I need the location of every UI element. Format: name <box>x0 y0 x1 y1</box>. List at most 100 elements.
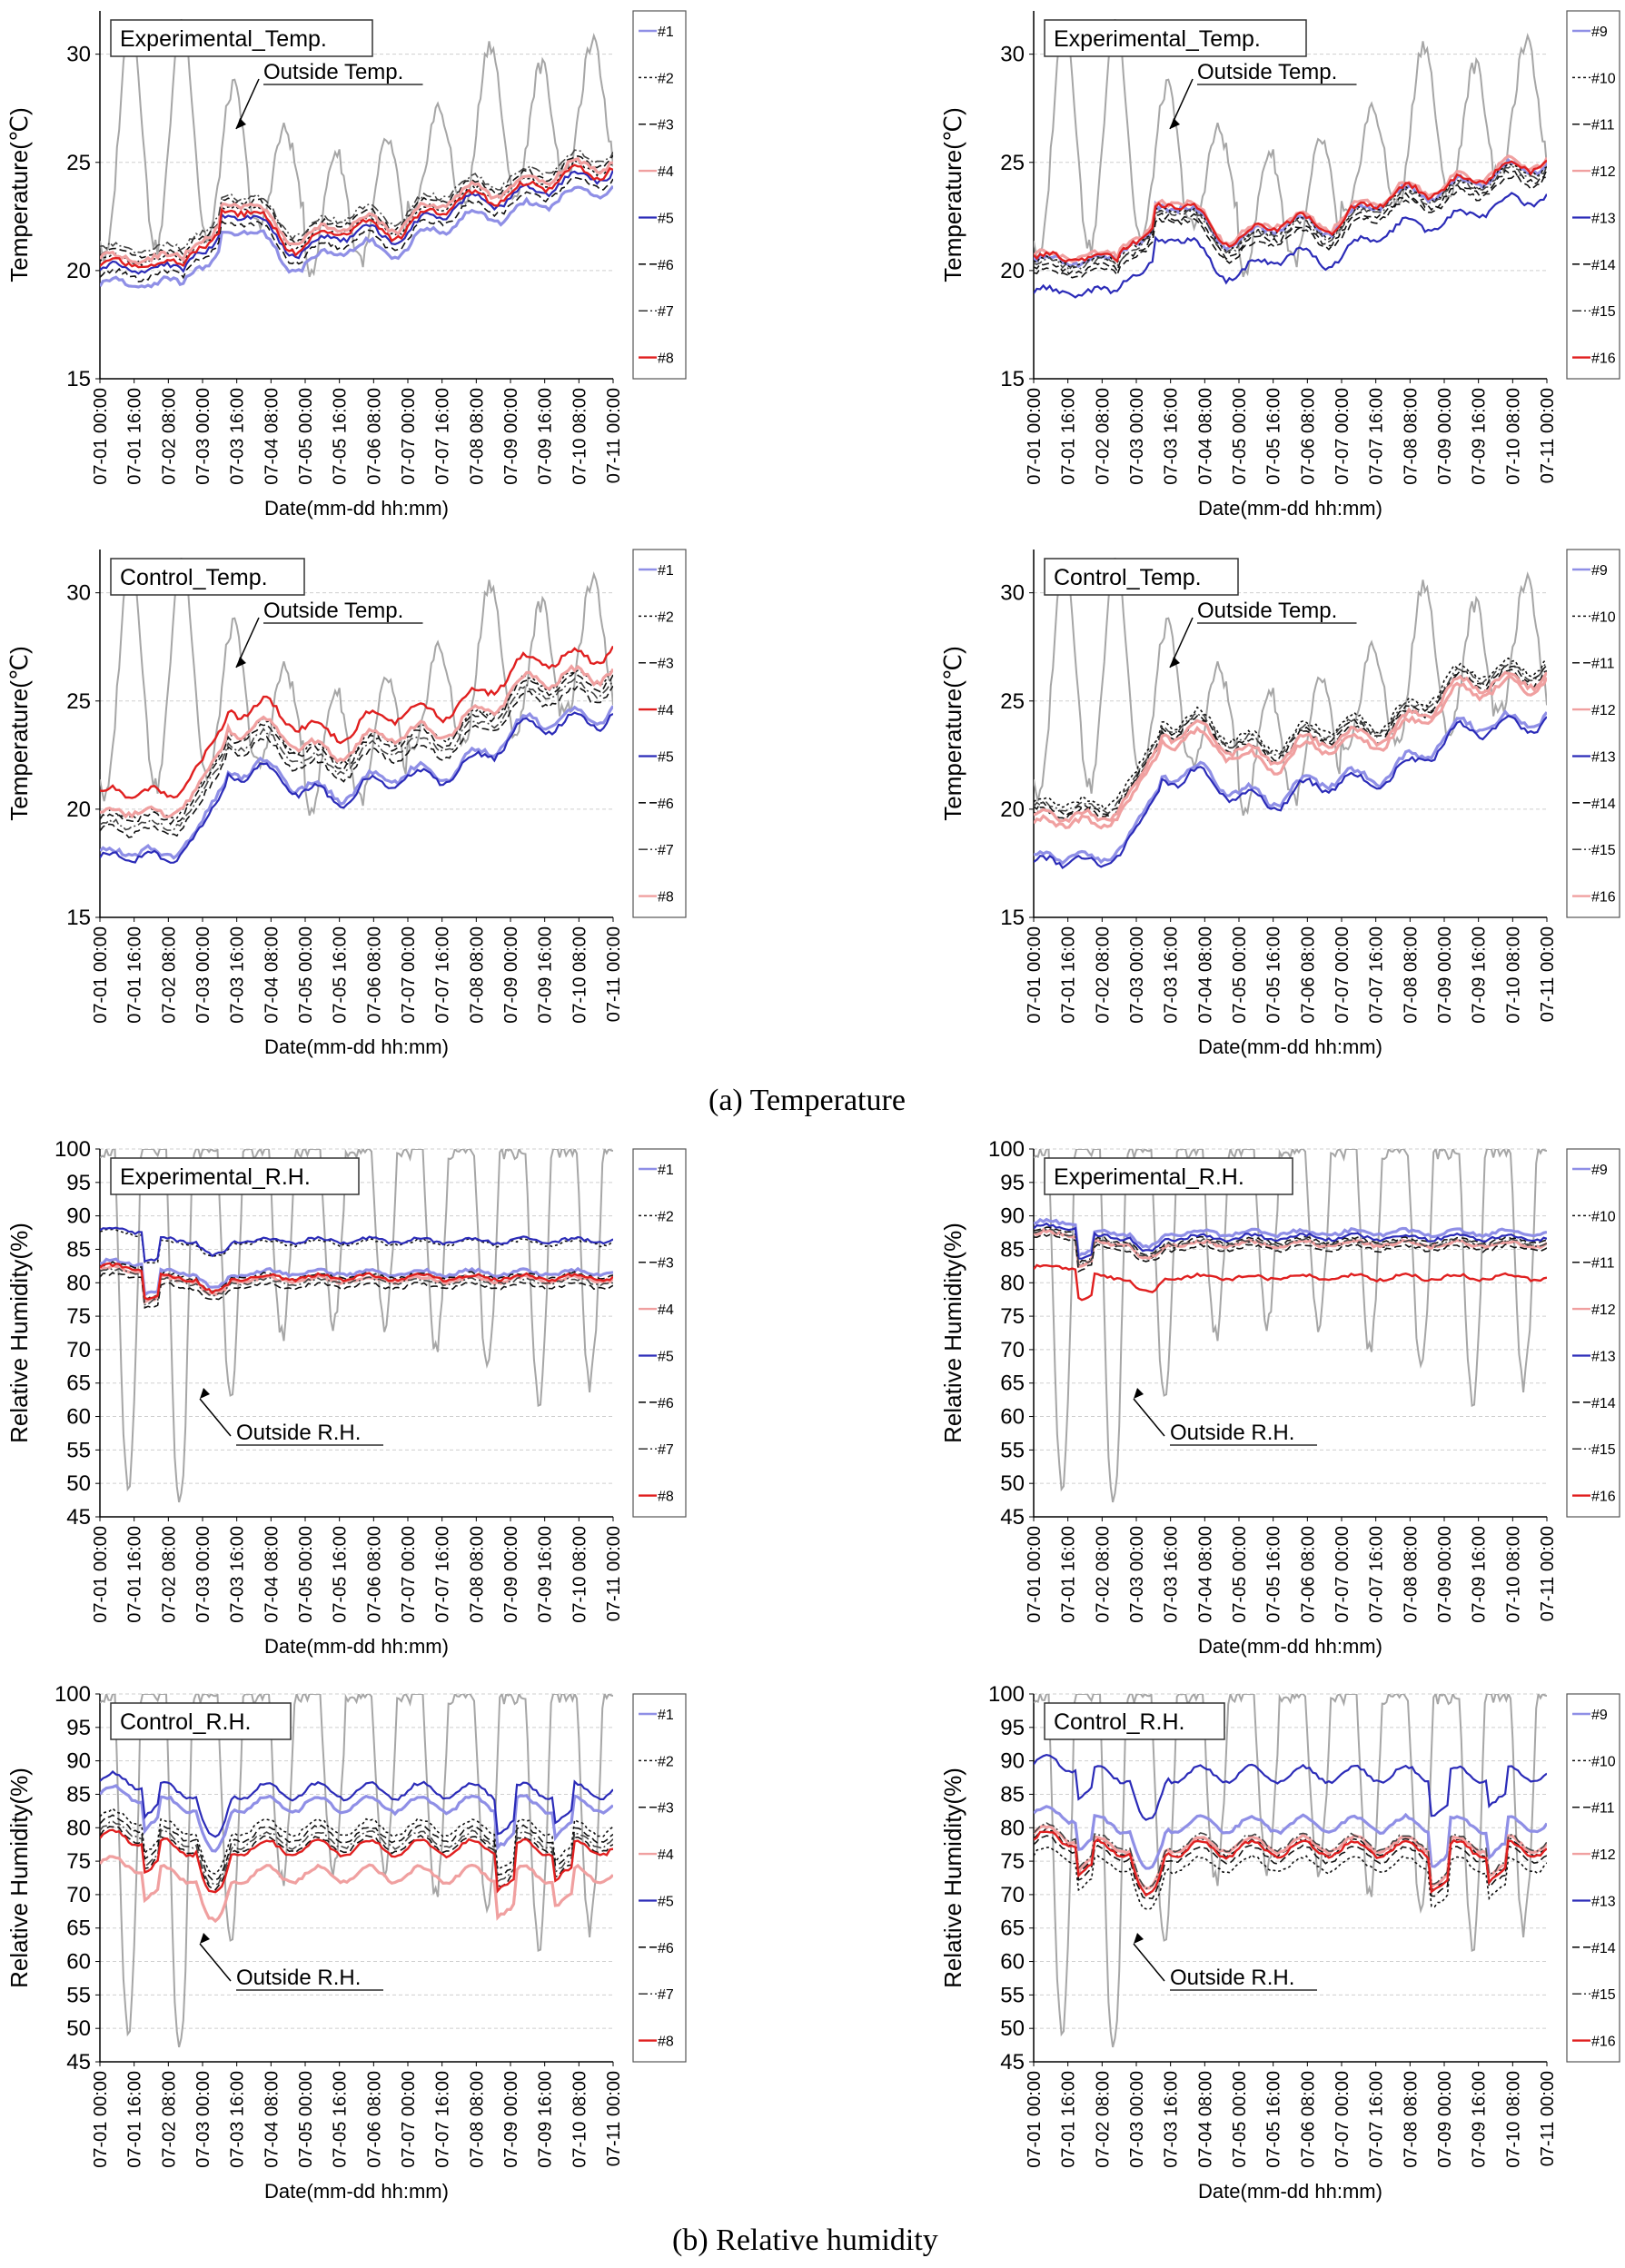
series-line-n16 <box>1034 1263 1547 1302</box>
y-tick-label: 50 <box>66 2016 91 2041</box>
x-tick-label: 07-07 16:00 <box>1367 2071 1387 2168</box>
x-tick-label: 07-01 16:00 <box>125 926 145 1024</box>
y-axis-label: Relative Humidity(%) <box>939 1768 966 1988</box>
x-tick-label: 07-04 08:00 <box>262 926 282 1024</box>
chart-panel-rh_exp_1_8: 45 50 55 60 65 70 75 80 85 90 95 100 07-01 00:00 07-0… <box>5 1137 687 1658</box>
x-tick-label: 07-07 16:00 <box>1367 926 1387 1024</box>
x-tick-label: 07-03 00:00 <box>1127 388 1147 485</box>
legend-label: #8 <box>658 2035 674 2050</box>
x-tick-label: 07-06 08:00 <box>364 1526 384 1623</box>
x-axis-label: Date(mm-dd hh:mm) <box>1198 1035 1382 1058</box>
x-tick-label: 07-10 08:00 <box>570 388 590 485</box>
x-tick-label: 07-03 16:00 <box>228 388 248 485</box>
x-tick-label: 07-09 00:00 <box>501 2071 521 2168</box>
x-tick-label: 07-05 00:00 <box>1230 1526 1250 1623</box>
legend-label: #6 <box>658 797 674 812</box>
series-line-n6 <box>100 1271 613 1309</box>
legend-label: #3 <box>658 118 674 134</box>
legend-label: #15 <box>1591 843 1616 858</box>
x-tick-label: 07-04 08:00 <box>1195 926 1215 1024</box>
legend-label: #5 <box>658 1894 674 1909</box>
series-line-n10 <box>1034 1846 1547 1911</box>
x-tick-label: 07-03 16:00 <box>228 2071 248 2168</box>
y-tick-label: 65 <box>66 1372 91 1396</box>
legend-box <box>632 1693 687 2063</box>
annotation-arrow <box>199 1943 232 1982</box>
legend-label: #9 <box>1591 563 1608 579</box>
x-tick-label: 07-09 16:00 <box>536 388 556 485</box>
chart-title: Experimental_Temp. <box>120 26 327 52</box>
x-axis-label: Date(mm-dd hh:mm) <box>264 2180 449 2203</box>
annotation-outside: Outside Temp. <box>1197 599 1337 623</box>
x-tick-label: 07-05 00:00 <box>1230 926 1250 1024</box>
legend-label: #13 <box>1591 1894 1616 1909</box>
chart-title-box <box>1044 1157 1293 1195</box>
x-axis-label: Date(mm-dd hh:mm) <box>264 1035 449 1058</box>
y-tick-label: 85 <box>1000 1782 1025 1807</box>
legend-label: #8 <box>658 1490 674 1505</box>
legend-label: #4 <box>658 703 674 718</box>
legend-label: #10 <box>1591 71 1616 86</box>
x-tick-label: 07-03 16:00 <box>228 926 248 1024</box>
x-tick-label: 07-01 16:00 <box>125 388 145 485</box>
legend-label: #13 <box>1591 749 1616 765</box>
x-tick-label: 07-05 00:00 <box>296 2071 316 2168</box>
annotation-outside: Outside R.H. <box>236 1966 361 1990</box>
y-tick-label: 90 <box>1000 1204 1025 1229</box>
x-tick-label: 07-01 16:00 <box>1059 2071 1079 2168</box>
x-tick-label: 07-10 08:00 <box>1503 2071 1523 2168</box>
legend-label: #16 <box>1591 352 1616 367</box>
series-line-n11 <box>1034 169 1547 275</box>
x-tick-label: 07-05 00:00 <box>1230 2071 1250 2168</box>
y-tick-label: 100 <box>54 1137 91 1162</box>
x-tick-label: 07-09 00:00 <box>1435 1526 1455 1623</box>
legend-label: #9 <box>1591 1708 1608 1723</box>
x-tick-label: 07-05 16:00 <box>331 388 351 485</box>
x-tick-label: 07-07 00:00 <box>1333 388 1353 485</box>
x-tick-label: 07-09 16:00 <box>536 926 556 1024</box>
legend-label: #16 <box>1591 890 1616 906</box>
x-tick-label: 07-04 08:00 <box>1195 388 1215 485</box>
x-tick-label: 07-07 00:00 <box>1333 1526 1353 1623</box>
series-line-n14 <box>1034 174 1547 279</box>
y-tick-label: 65 <box>1000 1916 1025 1941</box>
legend-label: #1 <box>658 1163 674 1178</box>
series-line-n16 <box>1034 670 1547 824</box>
x-tick-label: 07-08 08:00 <box>467 388 487 485</box>
x-tick-label: 07-07 16:00 <box>1367 388 1387 485</box>
y-tick-label: 60 <box>1000 1950 1025 1975</box>
x-tick-label: 07-02 08:00 <box>159 2071 179 2168</box>
y-tick-label: 70 <box>66 1883 91 1907</box>
axis-lines <box>1033 1694 1547 2063</box>
annotation-outside: Outside Temp. <box>263 60 403 84</box>
x-tick-label: 07-06 08:00 <box>1298 1526 1318 1623</box>
y-axis-label: Temperature(℃) <box>939 107 966 282</box>
x-axis-label: Date(mm-dd hh:mm) <box>264 497 449 520</box>
x-tick-label: 07-08 08:00 <box>1401 1526 1421 1623</box>
legend-label: #11 <box>1591 118 1615 134</box>
y-tick-label: 20 <box>1000 259 1025 283</box>
x-tick-label: 07-07 00:00 <box>1333 2071 1353 2168</box>
x-tick-label: 07-06 08:00 <box>1298 2071 1318 2168</box>
x-tick-label: 07-02 08:00 <box>159 926 179 1024</box>
legend-label: #13 <box>1591 211 1616 226</box>
series-line-n3 <box>100 670 613 826</box>
x-tick-label: 07-01 16:00 <box>1059 926 1079 1024</box>
y-tick-label: 70 <box>1000 1883 1025 1907</box>
y-tick-label: 25 <box>1000 151 1025 175</box>
chart-title-box <box>110 1157 360 1195</box>
series-line-n6 <box>100 684 613 838</box>
x-tick-label: 07-09 00:00 <box>501 926 521 1024</box>
annotation-arrow <box>199 1398 232 1437</box>
x-tick-label: 07-06 08:00 <box>1298 388 1318 485</box>
series-line-n15 <box>1034 1228 1547 1266</box>
x-tick-label: 07-07 16:00 <box>433 1526 453 1623</box>
series-line-n9 <box>1034 1805 1547 1870</box>
x-tick-label: 07-10 08:00 <box>570 926 590 1024</box>
y-axis-label: Temperature(℃) <box>939 646 966 820</box>
x-tick-label: 07-08 08:00 <box>1401 926 1421 1024</box>
x-tick-label: 07-02 08:00 <box>159 388 179 485</box>
x-tick-label: 07-09 16:00 <box>1470 388 1490 485</box>
series-line-n6 <box>100 176 613 282</box>
